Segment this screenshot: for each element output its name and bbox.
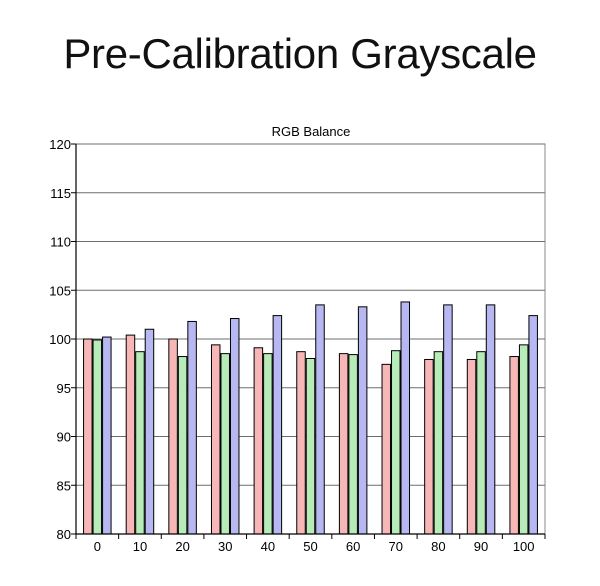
bar: [485, 304, 496, 535]
x-tick-label: 20: [175, 539, 189, 554]
bar: [92, 339, 103, 535]
y-tick-label: 80: [57, 527, 71, 542]
bar: [263, 353, 273, 535]
bar: [348, 354, 358, 535]
bar: [476, 351, 486, 535]
bar: [391, 350, 401, 535]
bar: [518, 344, 529, 535]
bar: [433, 351, 444, 535]
bar: [220, 353, 230, 535]
x-tick-label: 80: [431, 539, 445, 554]
x-tick-label: 70: [389, 539, 403, 554]
x-tick-label: 100: [513, 539, 535, 554]
bar: [187, 320, 197, 535]
y-tick-label: 100: [49, 332, 71, 347]
chart-title: RGB Balance: [271, 124, 351, 139]
bar: [443, 304, 453, 535]
y-tick-label: 90: [57, 430, 71, 445]
bar: [83, 338, 93, 535]
y-tick-label: 95: [57, 381, 71, 396]
x-tick-label: 0: [94, 539, 101, 554]
bar: [466, 358, 477, 535]
bar: [357, 306, 368, 535]
bar: [272, 315, 283, 535]
y-tick-label: 115: [50, 186, 71, 201]
bar: [424, 358, 434, 535]
bar: [177, 356, 188, 535]
bar: [229, 318, 240, 535]
y-tick-label: 120: [49, 137, 71, 152]
bar: [509, 356, 519, 535]
bar: [253, 347, 264, 535]
x-tick-label: 40: [261, 539, 275, 554]
x-tick-label: 50: [303, 539, 317, 554]
bar: [296, 351, 306, 535]
bar: [210, 344, 221, 535]
bar: [338, 353, 349, 535]
y-tick-label: 105: [49, 283, 71, 298]
x-tick-label: 60: [346, 539, 360, 554]
x-tick-label: 90: [474, 539, 488, 554]
x-tick-label: 30: [218, 539, 232, 554]
bar: [381, 363, 392, 535]
bar: [125, 334, 136, 535]
bar: [528, 315, 538, 535]
bar: [102, 336, 112, 535]
bar: [168, 338, 178, 535]
bar: [135, 351, 145, 535]
bar: [305, 358, 316, 535]
page-title: Pre-Calibration Grayscale: [63, 30, 537, 77]
bar: [315, 304, 325, 535]
bar: [400, 301, 411, 535]
y-tick-label: 85: [57, 478, 71, 493]
x-tick-label: 10: [133, 539, 147, 554]
bar: [144, 328, 155, 535]
y-tick-label: 110: [50, 235, 71, 250]
